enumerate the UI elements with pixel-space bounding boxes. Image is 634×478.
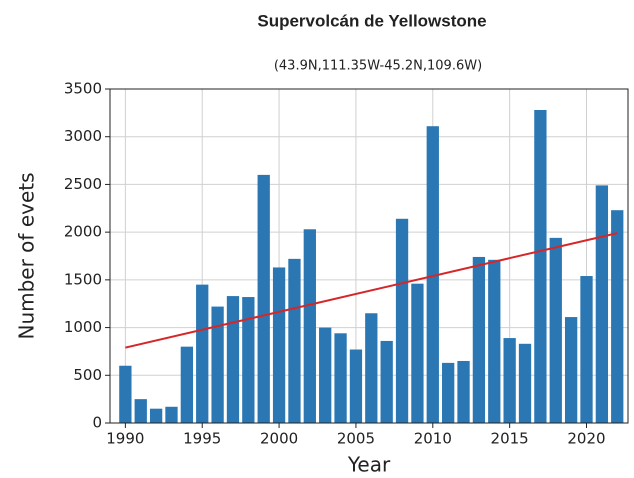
bar — [503, 338, 516, 423]
y-tick-label: 3500 — [64, 80, 102, 98]
bar — [303, 229, 316, 423]
bar — [580, 276, 593, 423]
bar — [534, 109, 547, 423]
bar — [365, 313, 378, 423]
x-tick-label: 1995 — [183, 430, 221, 448]
y-tick-label: 2000 — [64, 223, 102, 241]
bar — [134, 399, 147, 423]
bar — [426, 126, 439, 424]
y-axis-label: Number of evets — [15, 172, 39, 339]
x-tick-label: 2020 — [567, 430, 605, 448]
x-axis-label: Year — [347, 453, 391, 477]
bar — [564, 317, 578, 423]
bar — [457, 360, 470, 423]
chart-subtitle: (43.9N,111.35W-45.2N,109.6W) — [274, 59, 482, 74]
x-tick-label: 2010 — [414, 430, 452, 448]
plot-frame — [109, 88, 629, 424]
y-tick-label: 500 — [73, 366, 102, 384]
bar — [196, 284, 209, 423]
x-tick-label: 2005 — [337, 430, 375, 448]
trend-line — [125, 232, 618, 349]
bar — [549, 237, 562, 423]
x-tick-label: 2015 — [491, 430, 529, 448]
bar — [611, 210, 624, 423]
y-tick-label: 0 — [92, 414, 102, 432]
bar — [395, 218, 409, 423]
bar — [349, 349, 363, 423]
bar — [380, 340, 393, 423]
bar — [488, 259, 501, 423]
bar — [119, 365, 132, 423]
bar — [165, 406, 178, 423]
bar — [149, 408, 163, 423]
y-tick-label: 1500 — [64, 270, 102, 288]
bar — [211, 306, 224, 423]
y-tick-label: 1000 — [64, 318, 102, 336]
y-tick-label: 2500 — [64, 175, 102, 193]
chart-title: Supervolcán de Yellowstone — [257, 11, 486, 30]
bar — [518, 343, 532, 423]
bar — [334, 333, 347, 423]
bar — [226, 296, 240, 423]
bar — [472, 256, 486, 423]
bar — [411, 283, 424, 423]
bar — [180, 346, 194, 423]
x-tick-label: 2000 — [260, 430, 298, 448]
bar — [319, 327, 332, 423]
bar — [242, 297, 255, 423]
bar — [257, 174, 270, 423]
y-tick-label: 3000 — [64, 127, 102, 145]
bar — [595, 185, 609, 423]
bar — [442, 362, 455, 423]
x-tick-label: 1990 — [106, 430, 144, 448]
bar — [272, 267, 286, 423]
bar — [288, 258, 301, 423]
